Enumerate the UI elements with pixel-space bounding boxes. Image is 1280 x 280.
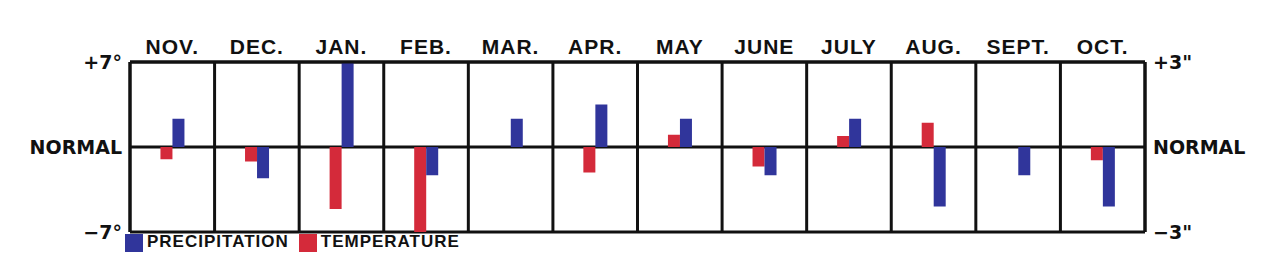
svg-text:MAY: MAY [656, 35, 704, 58]
svg-text:−7°: −7° [83, 221, 122, 243]
svg-text:FEB.: FEB. [400, 35, 452, 58]
svg-text:+3": +3" [1153, 51, 1192, 73]
svg-text:NORMAL: NORMAL [30, 136, 122, 158]
svg-text:NOV.: NOV. [146, 35, 199, 58]
svg-text:SEPT.: SEPT. [986, 35, 1049, 58]
html-text:TEMPERATURE: TEMPERATURE [320, 232, 460, 251]
svg-text:MAR.: MAR. [482, 35, 540, 58]
svg-text:NORMAL: NORMAL [1153, 136, 1245, 158]
svg-text:APR.: APR. [568, 35, 622, 58]
html-text:PRECIPITATION: PRECIPITATION [147, 232, 289, 251]
svg-text:JAN.: JAN. [316, 35, 368, 58]
svg-text:JULY: JULY [821, 35, 877, 58]
svg-text:+7°: +7° [83, 51, 122, 73]
svg-text:−3": −3" [1153, 221, 1192, 243]
svg-text:JUNE: JUNE [734, 35, 794, 58]
svg-text:OCT.: OCT. [1077, 35, 1129, 58]
svg-text:AUG.: AUG. [905, 35, 962, 58]
svg-text:DEC.: DEC. [230, 35, 284, 58]
